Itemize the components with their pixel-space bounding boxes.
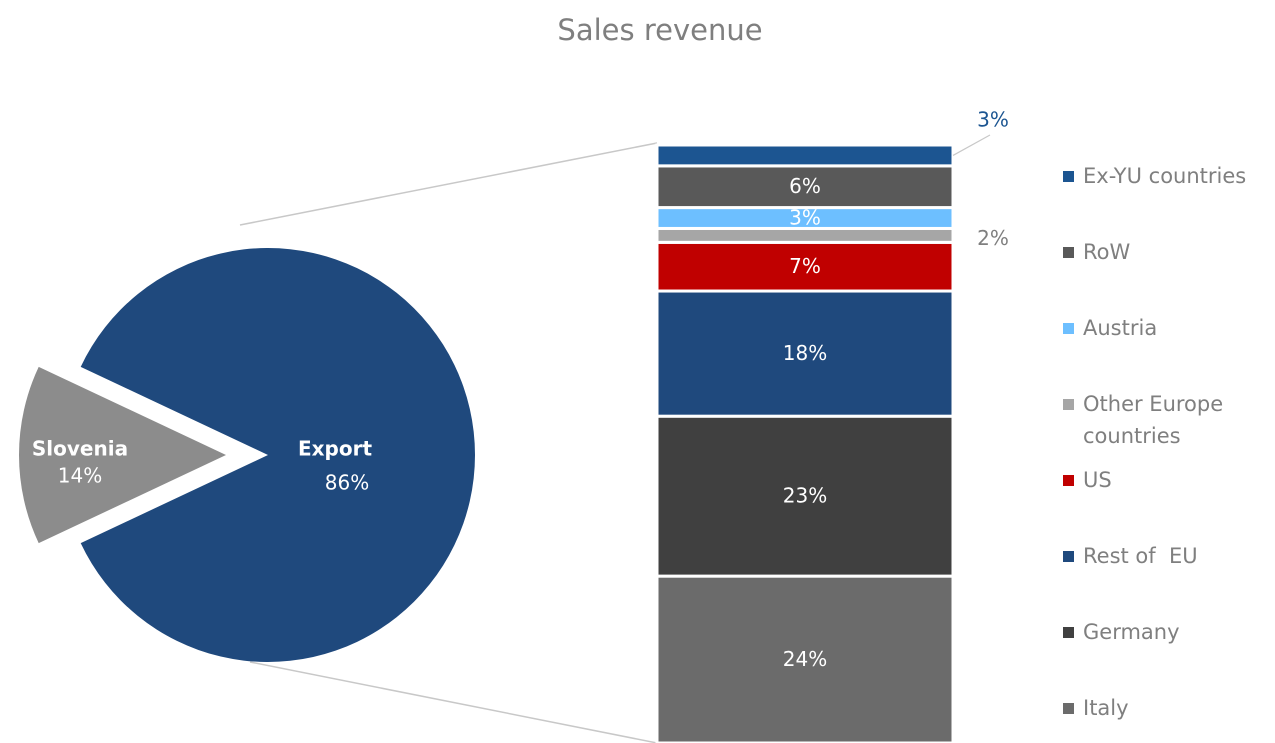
pie-value-label: 14% (58, 464, 102, 488)
legend-swatch (1063, 475, 1074, 486)
legend-swatch (1063, 247, 1074, 258)
bar-value-label: 7% (789, 254, 821, 278)
legend-item: Austria (1063, 312, 1273, 344)
connector (249, 661, 658, 743)
bar-segment (655, 574, 955, 743)
legend-swatch (1063, 703, 1074, 714)
bar-value-label: 6% (789, 174, 821, 198)
legend-swatch (1063, 627, 1074, 638)
connector (239, 142, 658, 226)
bar-segment (655, 143, 955, 168)
bar-value-label: 2% (977, 226, 1009, 250)
bar-value-label: 24% (783, 647, 827, 671)
legend-label: Rest of EU (1083, 544, 1198, 568)
leader-line (952, 134, 991, 156)
legend-swatch (1063, 171, 1074, 182)
legend-label: Ex-YU countries (1083, 164, 1247, 188)
legend-item: US (1063, 464, 1273, 496)
bar-value-label: 3% (977, 108, 1009, 132)
legend-label: Italy (1083, 696, 1129, 720)
pie-value-label: 86% (325, 471, 369, 495)
legend-item: Ex-YU countries (1063, 160, 1273, 192)
legend-swatch (1063, 323, 1074, 334)
bar-segment (655, 164, 955, 210)
bar-value-label: 3% (789, 206, 821, 230)
legend-swatch (1063, 399, 1074, 410)
pie-slice (80, 248, 475, 662)
bar-value-label: 23% (783, 484, 827, 508)
bar-segment (655, 226, 955, 244)
pie-slice (19, 366, 226, 544)
pie-label: Slovenia (32, 437, 128, 461)
legend-item: Italy (1063, 692, 1273, 724)
legend-item: Germany (1063, 616, 1273, 648)
bar-value-label: 18% (783, 341, 827, 365)
legend-label: Other Europe countries (1083, 392, 1230, 448)
chart-title: Sales revenue (557, 13, 762, 47)
legend-item: Rest of EU (1063, 540, 1273, 572)
legend-label: RoW (1083, 240, 1131, 264)
legend-label: Germany (1083, 620, 1180, 644)
legend-label: US (1083, 468, 1112, 492)
legend-swatch (1063, 551, 1074, 562)
legend-item: RoW (1063, 236, 1273, 268)
pie-label: Export (298, 437, 372, 461)
legend-item: Other Europe countries (1063, 388, 1273, 452)
legend-label: Austria (1083, 316, 1158, 340)
